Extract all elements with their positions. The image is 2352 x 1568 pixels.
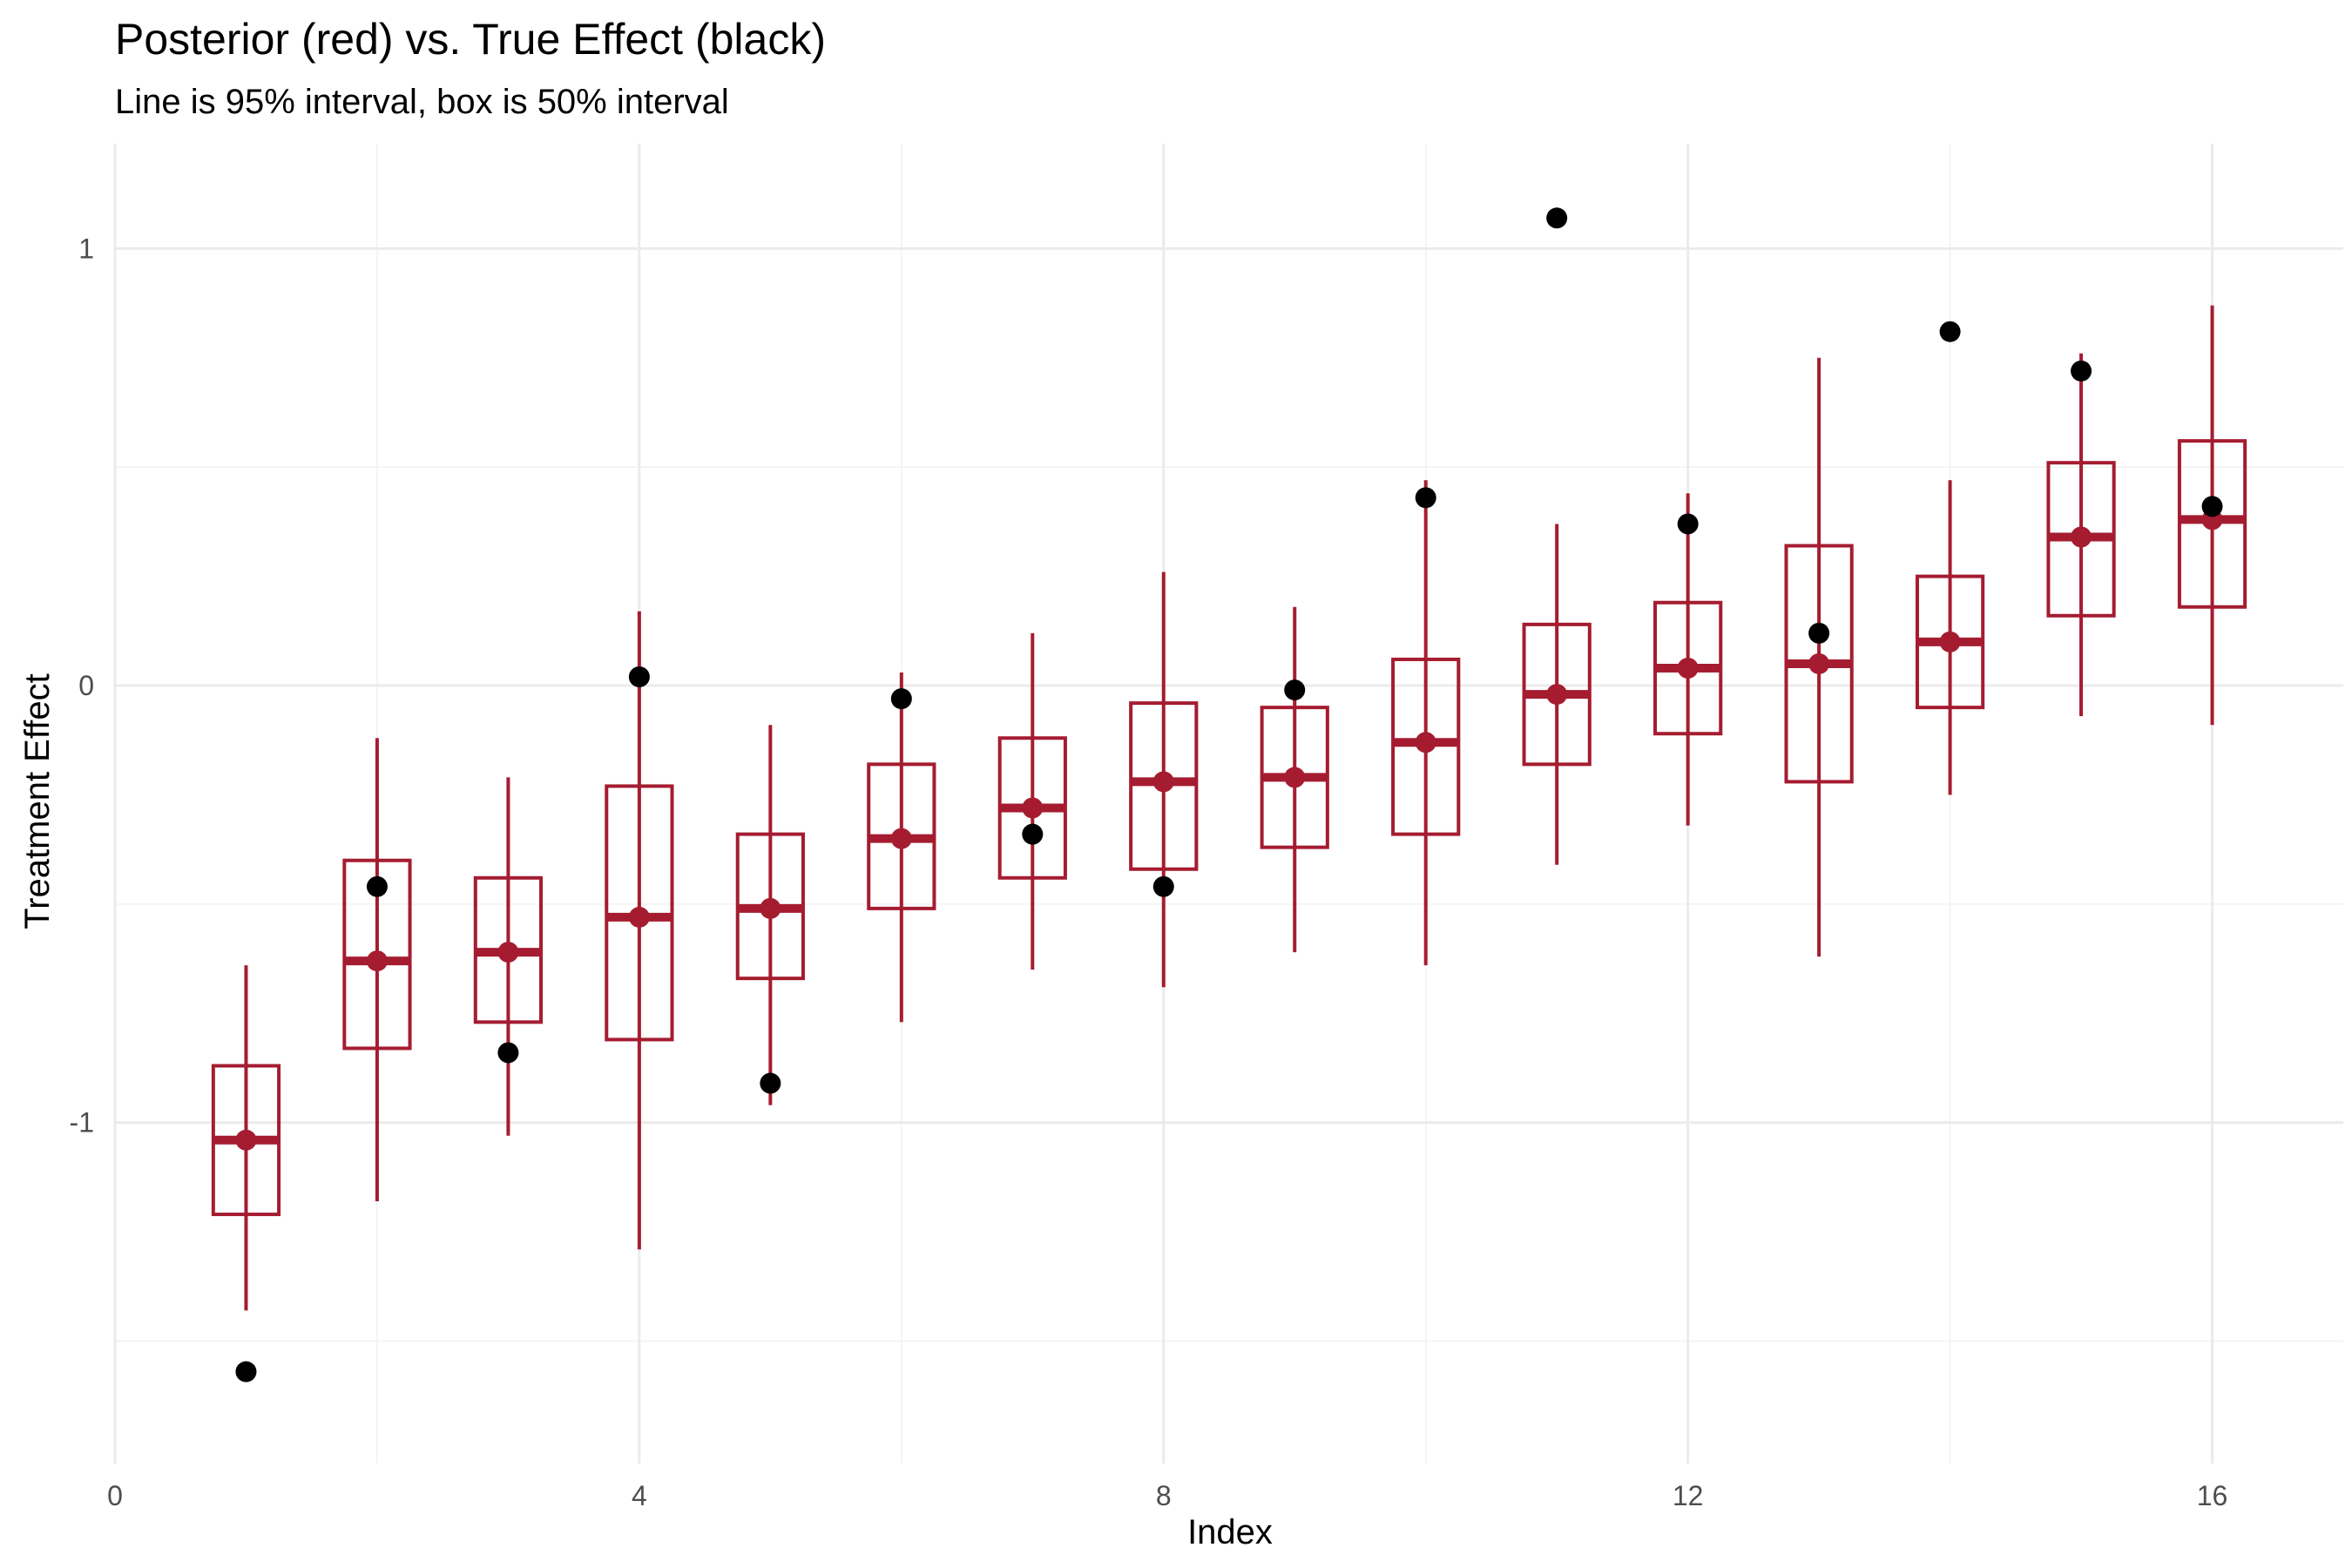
y-tick-label: 0 (78, 670, 94, 701)
x-axis-title: Index (1187, 1513, 1273, 1551)
posterior-50-interval-box (605, 784, 674, 1042)
posterior-50-interval-box (342, 858, 412, 1051)
true-effect-point (366, 875, 388, 897)
posterior-median-point (497, 942, 519, 963)
posterior-median-point (1677, 657, 1699, 679)
x-tick-label: 16 (2197, 1480, 2228, 1511)
true-effect-point (1022, 823, 1044, 845)
posterior-median-point (235, 1129, 257, 1151)
true-effect-point (760, 1072, 781, 1094)
posterior-50-interval-box (2177, 439, 2247, 609)
x-tick-label: 0 (107, 1480, 123, 1511)
true-effect-point (1546, 207, 1568, 229)
true-effect-point (1808, 622, 1830, 644)
plot-area: 0 4 8 12 16 -1 0 1 (70, 144, 2343, 1511)
posterior-median-point (628, 906, 650, 928)
posterior-median-point (2071, 526, 2092, 548)
chart-subtitle: Line is 95% interval, box is 50% interva… (115, 83, 729, 121)
posterior-median-point (366, 950, 388, 972)
posterior-median-point (1415, 732, 1436, 754)
y-axis-title: Treatment Effect (18, 673, 57, 929)
posterior-median-point (760, 897, 781, 919)
posterior-median-point (890, 828, 912, 849)
x-tick-label: 4 (632, 1480, 647, 1511)
true-effect-point (235, 1361, 257, 1382)
y-tick-label: 1 (78, 233, 94, 264)
x-tick-label: 8 (1156, 1480, 1172, 1511)
true-effect-point (1677, 513, 1699, 535)
x-tick-label: 12 (1673, 1480, 1704, 1511)
true-effect-point (1152, 875, 1174, 897)
posterior-50-interval-box (1391, 657, 1461, 836)
true-effect-point (1939, 321, 1961, 342)
true-effect-point (497, 1042, 519, 1064)
true-effect-point (2071, 360, 2092, 382)
posterior-50-interval-box (1129, 701, 1199, 871)
posterior-median-point (1546, 684, 1568, 706)
posterior-median-point (1152, 771, 1174, 793)
true-effect-point (628, 666, 650, 688)
posterior-median-point (1939, 631, 1961, 652)
posterior-median-point (1284, 767, 1306, 788)
true-effect-point (2201, 496, 2223, 517)
y-tick-label: -1 (70, 1107, 94, 1139)
posterior-median-point (1022, 797, 1044, 819)
true-effect-point (1415, 487, 1436, 509)
chart-title: Posterior (red) vs. True Effect (black) (115, 15, 826, 64)
posterior-median-point (1808, 652, 1830, 674)
true-effect-point (890, 688, 912, 710)
true-effect-point (1284, 679, 1306, 701)
